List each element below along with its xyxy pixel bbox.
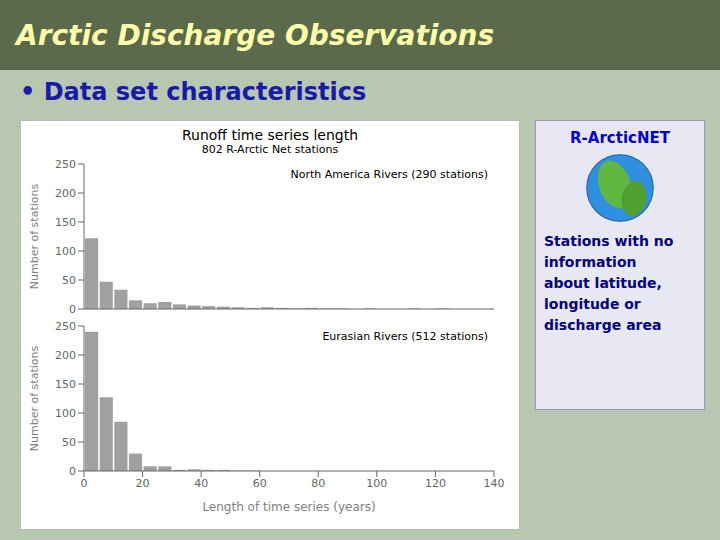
svg-text:250: 250 <box>55 320 76 333</box>
svg-text:80: 80 <box>311 477 325 490</box>
svg-text:200: 200 <box>55 349 76 362</box>
html-text:Arctic Discharge Observations: Arctic Discharge Observations <box>16 18 495 52</box>
html-text:R-ArcticNET: R-ArcticNET <box>570 129 670 147</box>
svg-text:0: 0 <box>69 303 76 316</box>
svg-text:Length of time series (years): Length of time series (years) <box>202 500 375 514</box>
svg-text:50: 50 <box>62 436 76 449</box>
svg-text:0: 0 <box>81 477 88 490</box>
svg-text:200: 200 <box>55 187 76 200</box>
html-text:Stations with no information a: Stations with no information about latit… <box>544 233 674 333</box>
svg-text:20: 20 <box>136 477 150 490</box>
svg-text:40: 40 <box>194 477 208 490</box>
html-text:North America Rivers (290 stat: North America Rivers (290 stations) <box>290 168 488 181</box>
svg-text:100: 100 <box>55 245 76 258</box>
html-text:Eurasian Rivers (512 stations): Eurasian Rivers (512 stations) <box>322 330 488 343</box>
html-text:802 R-Arctic Net stations: 802 R-Arctic Net stations <box>201 143 339 156</box>
svg-text:60: 60 <box>253 477 267 490</box>
html-text:Runoff time series length: Runoff time series length <box>181 127 359 143</box>
svg-text:120: 120 <box>425 477 446 490</box>
svg-text:50: 50 <box>62 274 76 287</box>
svg-text:150: 150 <box>55 378 76 391</box>
html-text:• Data set characteristics: • Data set characteristics <box>20 78 367 106</box>
svg-text:250: 250 <box>55 158 76 171</box>
svg-text:Number of stations: Number of stations <box>28 346 41 452</box>
svg-text:100: 100 <box>55 407 76 420</box>
svg-text:0: 0 <box>69 465 76 478</box>
svg-text:140: 140 <box>484 477 505 490</box>
svg-text:150: 150 <box>55 216 76 229</box>
svg-text:100: 100 <box>366 477 387 490</box>
svg-text:Number of stations: Number of stations <box>28 184 41 290</box>
